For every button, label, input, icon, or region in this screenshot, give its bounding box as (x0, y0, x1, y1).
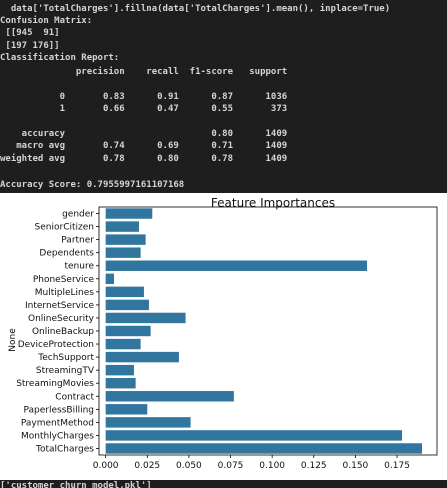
bar-gender (105, 208, 153, 219)
bar-MultipleLines (105, 286, 144, 298)
console-line: accuracy 0.80 1409 (0, 129, 288, 139)
y-tick-label: Contract (55, 392, 94, 402)
console-line: Accuracy Score: 0.7955997161107168 (0, 180, 185, 190)
x-tick-label: 0.100 (259, 461, 285, 471)
bar-StreamingMovies (105, 377, 136, 389)
console-line: Classification Report: (0, 53, 120, 63)
console-line: data['TotalCharges'].fillna(data['TotalC… (0, 4, 391, 14)
bar-StreamingTV (105, 364, 134, 376)
y-axis-label: None (8, 328, 18, 352)
y-tick-label: gender (62, 210, 94, 220)
console-line: 1 0.66 0.47 0.55 373 (0, 104, 288, 114)
y-tick-label: TechSupport (37, 353, 94, 363)
bar-Contract (105, 391, 234, 402)
x-tick-label: 0.175 (384, 461, 410, 471)
y-tick-label: PaperlessBilling (24, 405, 95, 415)
bar-TechSupport (105, 351, 179, 363)
y-tick-label: OnlineSecurity (28, 314, 95, 324)
chart-panel: Feature Importances None gender SeniorCit… (0, 193, 447, 481)
y-tick-label: OnlineBackup (32, 327, 94, 337)
y-tick-label: PhoneService (33, 275, 95, 285)
y-tick-label: Partner (61, 236, 94, 246)
y-tick-label: StreamingMovies (16, 379, 94, 389)
y-tick-label: Dependents (39, 249, 94, 259)
console-line: [197 176]] (0, 41, 60, 51)
x-tick-label: 0.025 (134, 461, 160, 471)
feature-importance-chart: Feature Importances None gender SeniorCit… (8, 196, 438, 471)
bar-MonthlyCharges (105, 430, 403, 441)
bar-PhoneService (105, 273, 114, 285)
y-tick-label: StreamingTV (36, 366, 95, 376)
console-line: macro avg 0.74 0.69 0.71 1409 (0, 141, 288, 151)
y-tick-label: MultipleLines (35, 288, 95, 298)
x-tick-label: 0.000 (93, 461, 119, 471)
x-tick-label: 0.050 (176, 461, 202, 471)
console-line: Confusion Matrix: (0, 16, 93, 26)
x-tick-label: 0.125 (301, 461, 327, 471)
bar-Dependents (105, 247, 141, 258)
bar-Partner (105, 234, 146, 245)
bar-InternetService (105, 299, 149, 311)
y-tick-label: DeviceProtection (18, 340, 94, 350)
console-footer: ['customer_churn_model.pkl'] (0, 480, 447, 488)
y-tick-label: TotalCharges (35, 444, 94, 454)
bar-PaymentMethod (105, 417, 191, 428)
y-tick-label: PaymentMethod (21, 418, 94, 428)
bar-tenure (105, 260, 368, 271)
x-tick-label: 0.150 (343, 461, 369, 471)
chart-title: Feature Importances (211, 196, 335, 210)
x-tick-label: 0.075 (218, 461, 244, 471)
bar-SeniorCitizen (105, 221, 139, 232)
bar-OnlineSecurity (105, 312, 186, 324)
console-line: [[945 91] (0, 28, 60, 38)
y-tick-label: MonthlyCharges (21, 431, 94, 441)
y-tick-label: SeniorCitizen (35, 223, 94, 233)
console-line: precision recall f1-score support (0, 67, 288, 77)
y-tick-label: InternetService (25, 301, 94, 311)
console-line: weighted avg 0.78 0.80 0.78 1409 (0, 154, 288, 164)
bar-OnlineBackup (105, 325, 151, 337)
y-tick-label: tenure (64, 262, 94, 272)
bar-TotalCharges (105, 443, 423, 454)
console-line: 0 0.83 0.91 0.87 1036 (0, 92, 288, 102)
bar-PaperlessBilling (105, 404, 148, 415)
bar-DeviceProtection (105, 338, 141, 350)
